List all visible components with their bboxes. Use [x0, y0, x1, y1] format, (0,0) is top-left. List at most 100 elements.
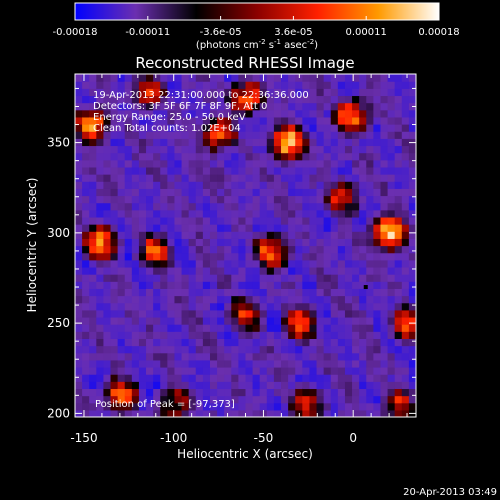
heatmap-cell: [217, 266, 225, 275]
heatmap-cell: [75, 309, 83, 318]
heatmap-cell: [359, 131, 367, 139]
heatmap-cell: [309, 281, 318, 289]
heatmap-cell: [117, 81, 126, 89]
heatmap-cell: [380, 309, 389, 318]
heatmap-cell: [89, 181, 97, 189]
heatmap-cell: [344, 309, 353, 318]
heatmap-cell: [309, 116, 318, 125]
heatmap-cell: [394, 238, 403, 247]
heatmap-cell: [259, 316, 268, 325]
heatmap-cell: [188, 238, 197, 247]
heatmap-cell: [359, 395, 367, 404]
heatmap-cell: [288, 102, 296, 111]
heatmap-cell: [259, 152, 268, 161]
heatmap-cell: [366, 124, 374, 132]
heatmap-cell: [373, 381, 382, 390]
heatmap-cell: [167, 174, 176, 182]
heatmap-cell: [202, 159, 211, 168]
heatmap-cell: [273, 224, 282, 232]
heatmap-cell: [146, 381, 154, 390]
heatmap-cell: [408, 302, 416, 311]
heatmap-cell: [153, 224, 161, 232]
footer-timestamp: 20-Apr-2013 03:49: [403, 487, 497, 498]
heatmap-cell: [167, 245, 176, 254]
heatmap-cell: [202, 124, 211, 132]
heatmap-cell: [96, 266, 105, 275]
heatmap-cell: [167, 302, 176, 311]
heatmap-cell: [82, 352, 90, 361]
heatmap-cell: [153, 245, 161, 254]
heatmap-cell: [266, 74, 275, 82]
heatmap-cell: [394, 216, 403, 225]
heatmap-cell: [82, 374, 90, 382]
heatmap-cell: [266, 316, 275, 325]
heatmap-cell: [146, 181, 154, 189]
heatmap-cell: [288, 266, 296, 275]
heatmap-cell: [103, 209, 112, 218]
heatmap-cell: [188, 138, 197, 147]
heatmap-cell: [352, 266, 360, 275]
heatmap-cell: [288, 188, 296, 197]
heatmap-cell: [117, 388, 126, 397]
heatmap-cell: [202, 259, 211, 268]
heatmap-cell: [217, 124, 225, 132]
heatmap-cell: [330, 95, 339, 104]
heatmap-cell: [352, 402, 360, 411]
heatmap-cell: [167, 195, 176, 204]
heatmap-cell: [359, 274, 367, 282]
heatmap-cell: [174, 188, 183, 197]
heatmap-cell: [117, 274, 126, 282]
heatmap-cell: [387, 381, 396, 390]
heatmap-cell: [209, 388, 218, 397]
heatmap-cell: [337, 259, 346, 268]
heatmap-cell: [110, 152, 119, 161]
heatmap-cell: [281, 316, 289, 325]
heatmap-cell: [75, 274, 83, 282]
heatmap-cell: [217, 81, 225, 89]
heatmap-cell: [89, 216, 97, 225]
heatmap-cell: [316, 366, 325, 375]
heatmap-cell: [138, 309, 147, 318]
heatmap-cell: [295, 159, 303, 168]
heatmap-cell: [103, 88, 112, 97]
heatmap-cell: [387, 116, 396, 125]
heatmap-cell: [89, 366, 97, 375]
heatmap-cell: [138, 324, 147, 332]
heatmap-cell: [309, 138, 318, 147]
heatmap-cell: [245, 331, 254, 339]
heatmap-cell: [281, 409, 289, 417]
heatmap-cell: [224, 109, 232, 118]
heatmap-cell: [245, 216, 254, 225]
heatmap-cell: [316, 281, 325, 289]
heatmap-cell: [146, 316, 154, 325]
heatmap-cell: [295, 324, 303, 332]
heatmap-cell: [195, 316, 204, 325]
heatmap-cell: [401, 109, 410, 118]
heatmap-cell: [174, 259, 183, 268]
heatmap-cell: [153, 274, 161, 282]
heatmap-cell: [89, 381, 97, 390]
heatmap-cell: [103, 138, 112, 147]
heatmap-cell: [259, 266, 268, 275]
heatmap-cell: [259, 131, 268, 139]
heatmap-cell: [188, 202, 197, 211]
heatmap-cell: [117, 366, 126, 375]
heatmap-cell: [217, 331, 225, 339]
heatmap-cell: [266, 174, 275, 182]
heatmap-cell: [288, 88, 296, 97]
heatmap-cell: [281, 252, 289, 261]
heatmap-cell: [373, 259, 382, 268]
heatmap-cell: [330, 152, 339, 161]
heatmap-cell: [266, 259, 275, 268]
heatmap-cell: [359, 381, 367, 390]
heatmap-cell: [117, 124, 126, 132]
heatmap-cell: [273, 402, 282, 411]
heatmap-cell: [89, 195, 97, 204]
heatmap-cell: [138, 195, 147, 204]
heatmap-cell: [124, 324, 133, 332]
heatmap-cell: [124, 345, 133, 354]
heatmap-cell: [138, 381, 147, 390]
heatmap-cell: [103, 145, 112, 154]
heatmap-cell: [245, 374, 254, 382]
heatmap-cell: [387, 374, 396, 382]
